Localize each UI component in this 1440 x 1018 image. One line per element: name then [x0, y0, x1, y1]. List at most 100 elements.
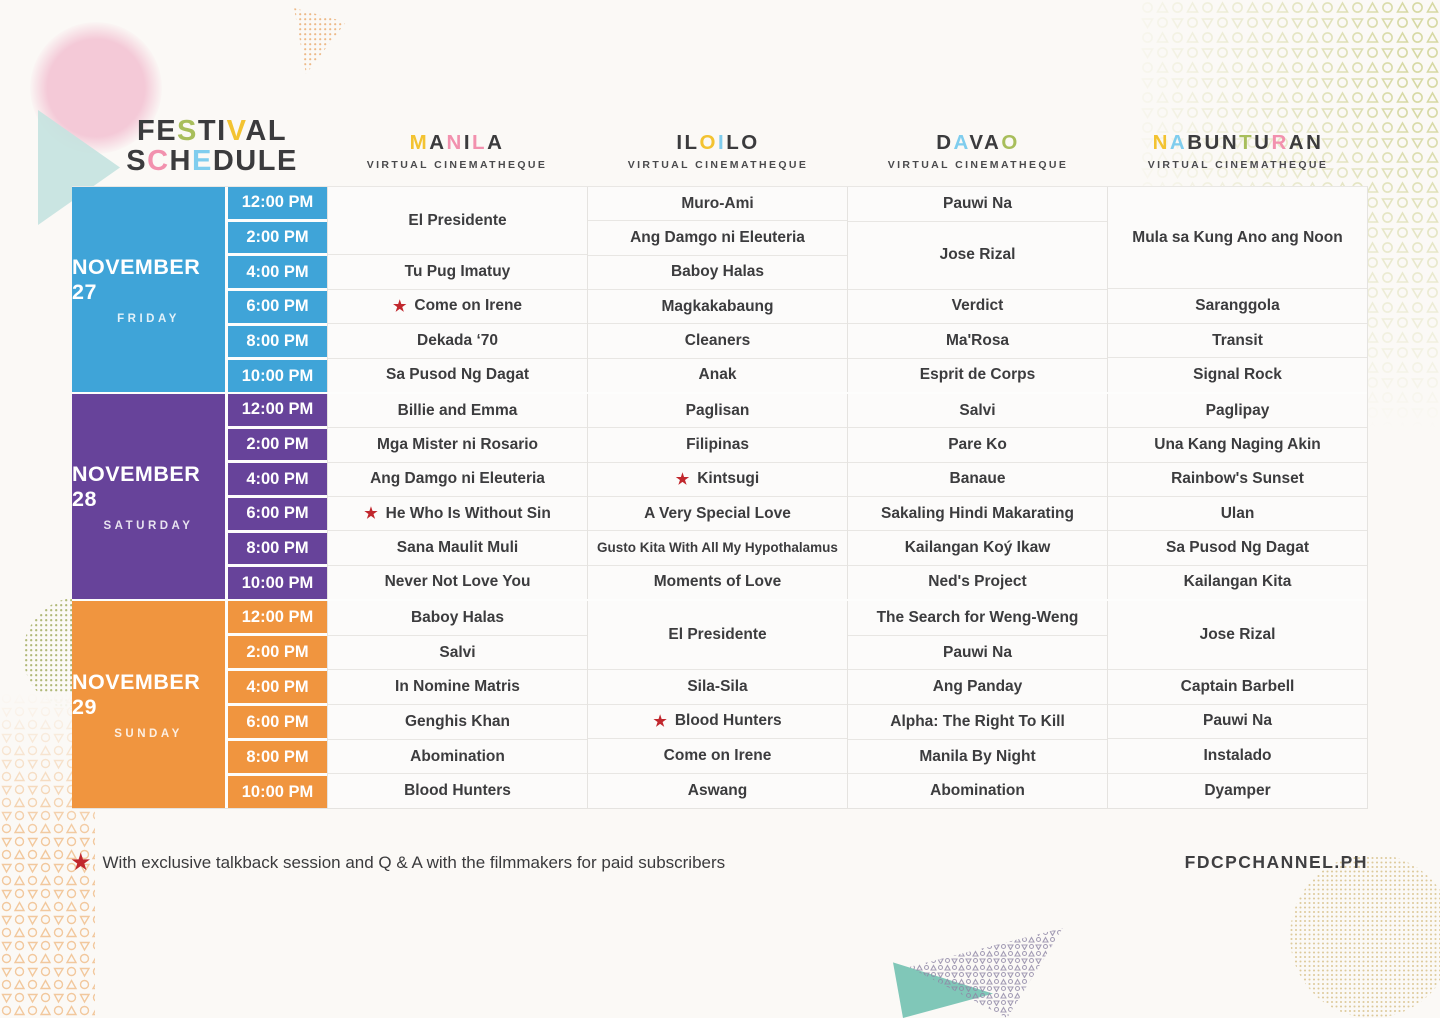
column-header-iloilo: ILOILO VIRTUAL CINEMATHEQUE: [587, 131, 849, 171]
movie-cell: Jose Rizal: [848, 222, 1107, 290]
time-slot-label: 12:00 PM: [228, 601, 327, 636]
movie-title: Una Kang Naging Akin: [1154, 435, 1321, 453]
movie-title: Anak: [698, 366, 737, 384]
movie-title: Kintsugi: [697, 470, 760, 488]
city-column-manila: Billie and Emma Mga Mister ni Rosario Ang …: [327, 394, 587, 599]
footer-note-text: With exclusive talkback session and Q & …: [102, 853, 726, 872]
movie-title: Abomination: [410, 747, 505, 765]
movie-cell: Genghis Khan: [328, 705, 587, 740]
movie-title: Pare Ko: [948, 435, 1007, 453]
movie-title: Verdict: [951, 297, 1004, 315]
time-slot-label: 10:00 PM: [228, 567, 327, 600]
movie-title: Ma'Rosa: [945, 331, 1010, 349]
movie-title: He Who Is Without Sin: [385, 504, 551, 522]
time-slot-label: 2:00 PM: [228, 636, 327, 671]
movie-title: Pauwi Na: [1203, 712, 1272, 730]
movie-title: Come on Irene: [663, 747, 772, 765]
movie-title: El Presidente: [668, 625, 767, 643]
movie-cell: Ned's Project: [848, 566, 1107, 599]
time-slot-label: 12:00 PM: [228, 394, 327, 429]
movie-cell: Dekada ‘70: [328, 324, 587, 359]
movie-cell: Captain Barbell: [1108, 670, 1367, 705]
movie-title: Sakaling Hindi Makarating: [881, 504, 1074, 522]
footer-site: FDCPCHANNEL.PH: [1184, 852, 1368, 872]
movie-title: In Nomine Matris: [395, 678, 520, 696]
movie-cell: Sa Pusod Ng Dagat: [328, 359, 587, 393]
movie-title: Banaue: [949, 470, 1006, 488]
day-section-november-28: NOVEMBER 28 SATURDAY 12:00 PM 2:00 PM 4:00 P…: [72, 394, 1367, 601]
page-title: FESTIVAL SCHEDULE: [126, 116, 298, 176]
movie-title: Come on Irene: [414, 297, 523, 315]
time-slot-label: 4:00 PM: [228, 256, 327, 292]
movie-title: Gusto Kita With All My Hypothalamus: [597, 540, 838, 556]
movie-cell: El Presidente: [328, 187, 587, 255]
movie-title: Instalado: [1203, 747, 1272, 765]
time-slot-label: 10:00 PM: [228, 360, 327, 393]
movie-cell: Saranggola: [1108, 289, 1367, 324]
movie-cell: Ma'Rosa: [848, 324, 1107, 359]
movie-title: Alpha: The Right To Kill: [890, 712, 1065, 730]
movie-title: Pauwi Na: [943, 643, 1012, 661]
movie-title: Ulan: [1220, 504, 1255, 522]
city-subtitle: VIRTUAL CINEMATHEQUE: [1147, 159, 1329, 171]
movie-cell: El Presidente: [588, 601, 847, 670]
movie-title: Billie and Emma: [397, 401, 518, 419]
movie-title: Blood Hunters: [404, 782, 511, 800]
time-slot-label: 8:00 PM: [228, 325, 327, 361]
movie-cell: Pauwi Na: [848, 187, 1107, 222]
movie-cell: Transit: [1108, 324, 1367, 359]
movie-cell: Abomination: [848, 774, 1107, 808]
movie-title: Tu Pug Imatuy: [404, 262, 511, 280]
city-column-iloilo: Muro-Ami Ang Damgo ni Eleuteria Baboy Hala…: [587, 187, 847, 392]
movie-title: Salvi: [439, 643, 476, 661]
movie-cell: Rainbow's Sunset: [1108, 463, 1367, 497]
movie-cell: Sakaling Hindi Makarating: [848, 497, 1107, 532]
movie-title: Jose Rizal: [1199, 625, 1276, 643]
movie-title: Moments of Love: [653, 573, 782, 591]
movie-cell: Banaue: [848, 463, 1107, 497]
city-column-manila: Baboy Halas Salvi In Nomine Matris Genghis …: [327, 601, 587, 808]
time-column: 12:00 PM 2:00 PM 4:00 PM 6:00 PM 8:00 PM 10:0…: [225, 394, 327, 600]
movie-cell: Dyamper: [1108, 774, 1367, 808]
movie-title: Esprit de Corps: [919, 366, 1036, 384]
city-column-nabunturan: Paglipay Una Kang Naging Akin Rainbow's Su…: [1107, 394, 1367, 599]
movie-title: Filipinas: [686, 435, 749, 453]
purple-pattern-triangle-decoration: [909, 928, 1063, 1018]
movie-cell: Kailangan Kita: [1108, 566, 1367, 599]
movie-cell: The Search for Weng-Weng: [848, 601, 1107, 636]
date-cell: NOVEMBER 29 SUNDAY: [72, 601, 225, 808]
movie-title: Ang Damgo ni Eleuteria: [370, 470, 545, 488]
weekday-label: FRIDAY: [117, 312, 180, 325]
movie-cell: Blood Hunters: [328, 774, 587, 808]
movie-cell: Kailangan Koý Ikaw: [848, 531, 1107, 566]
talkback-star-icon: ★: [364, 505, 378, 523]
movie-title: Abomination: [930, 782, 1025, 800]
movie-title: Mula sa Kung Ano ang Noon: [1132, 228, 1343, 246]
footer-note: ★ With exclusive talkback session and Q …: [70, 851, 725, 875]
movie-cell: Ang Damgo ni Eleuteria: [328, 463, 587, 497]
time-slot-label: 2:00 PM: [228, 221, 327, 257]
movie-title: Never Not Love You: [384, 573, 531, 591]
time-column: 12:00 PM 2:00 PM 4:00 PM 6:00 PM 8:00 PM 10:0…: [225, 187, 327, 393]
time-slot-label: 8:00 PM: [228, 741, 327, 776]
day-section-november-29: NOVEMBER 29 SUNDAY 12:00 PM 2:00 PM 4:00 PM 6…: [72, 601, 1367, 808]
movie-title: Baboy Halas: [410, 608, 505, 626]
movie-title: El Presidente: [408, 211, 507, 229]
city-name: DAVAO: [936, 131, 1020, 154]
movie-title: Dyamper: [1204, 782, 1271, 800]
movie-title: Signal Rock: [1193, 366, 1282, 384]
movie-title: Magkakabaung: [661, 297, 774, 315]
city-column-nabunturan: Jose Rizal Captain Barbell Pauwi Na Instala…: [1107, 601, 1367, 808]
date-label: NOVEMBER 28: [72, 461, 201, 511]
movie-cell: Signal Rock: [1108, 358, 1367, 392]
movie-title: The Search for Weng-Weng: [876, 608, 1079, 626]
orange-dotted-triangle-decoration: [294, 8, 346, 74]
movie-title: Muro-Ami: [681, 194, 754, 212]
city-name: NABUNTURAN: [1152, 131, 1324, 154]
movie-cell: Billie and Emma: [328, 394, 587, 429]
talkback-star-icon: ★: [675, 470, 690, 488]
movie-title: Rainbow's Sunset: [1171, 470, 1304, 488]
movie-cell: In Nomine Matris: [328, 670, 587, 706]
movie-cell: Abomination: [328, 740, 587, 775]
movie-cell: A Very Special Love: [588, 497, 847, 532]
